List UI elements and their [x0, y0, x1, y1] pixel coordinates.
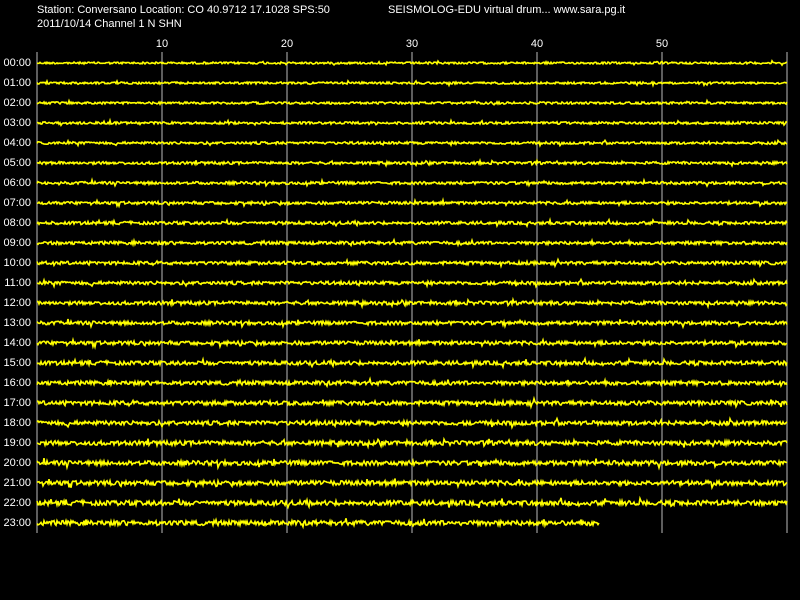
- seismic-trace: [36, 336, 788, 351]
- hour-label: 05:00: [3, 157, 31, 169]
- hour-label: 16:00: [3, 377, 31, 389]
- hour-label: 02:00: [3, 97, 31, 109]
- hour-label: 00:00: [3, 57, 31, 69]
- seismic-trace: [36, 376, 788, 389]
- hour-label: 13:00: [3, 317, 31, 329]
- seismic-trace: [36, 477, 788, 491]
- chart-subtitle: SEISMOLOG-EDU virtual drum... www.sara.p…: [388, 4, 625, 16]
- x-tick-label: 40: [531, 38, 543, 50]
- seismic-trace: [36, 257, 788, 269]
- hour-label: 04:00: [3, 137, 31, 149]
- hour-label: 11:00: [4, 277, 31, 289]
- x-tick-label: 30: [406, 38, 418, 50]
- hour-label: 15:00: [3, 357, 31, 369]
- seismic-trace: [36, 495, 788, 510]
- seismic-trace: [36, 395, 788, 410]
- hour-label: 01:00: [3, 77, 31, 89]
- x-tick-label: 50: [656, 38, 668, 50]
- seismic-trace: [36, 356, 788, 370]
- chart-info: 2011/10/14 Channel 1 N SHN: [37, 18, 182, 30]
- hour-label: 23:00: [3, 517, 31, 529]
- seismic-trace: [36, 436, 788, 450]
- seismic-trace: [36, 237, 788, 248]
- seismic-trace: [36, 78, 788, 88]
- seismic-trace: [36, 517, 600, 530]
- seismic-trace: [36, 296, 788, 310]
- hour-label: 17:00: [3, 397, 31, 409]
- hour-label: 14:00: [3, 337, 31, 349]
- hour-label: 19:00: [3, 437, 31, 449]
- hour-label: 06:00: [3, 177, 31, 189]
- x-tick-label: 20: [281, 38, 293, 50]
- seismic-trace: [36, 158, 788, 168]
- hour-label: 12:00: [3, 297, 31, 309]
- hour-label: 03:00: [3, 117, 31, 129]
- hour-label: 21:00: [3, 477, 31, 489]
- seismic-trace: [36, 457, 788, 471]
- chart-title: Station: Conversano Location: CO 40.9712…: [37, 4, 330, 16]
- x-tick-label: 10: [156, 38, 168, 50]
- hour-label: 09:00: [3, 237, 31, 249]
- seismic-trace: [36, 217, 788, 229]
- hour-label: 08:00: [3, 217, 31, 229]
- seismic-trace: [36, 277, 788, 289]
- hour-label: 18:00: [3, 417, 31, 429]
- seismic-trace: [36, 98, 788, 106]
- hour-label: 20:00: [3, 457, 31, 469]
- hour-label: 22:00: [3, 497, 31, 509]
- seismic-trace: [36, 318, 788, 330]
- seismic-trace: [36, 416, 788, 430]
- seismic-trace: [36, 138, 788, 148]
- seismic-trace: [36, 59, 788, 67]
- hour-label: 10:00: [3, 257, 31, 269]
- seismic-trace: [36, 196, 788, 209]
- hour-label: 07:00: [3, 197, 31, 209]
- seismic-trace: [36, 117, 788, 128]
- seismic-trace: [36, 177, 788, 188]
